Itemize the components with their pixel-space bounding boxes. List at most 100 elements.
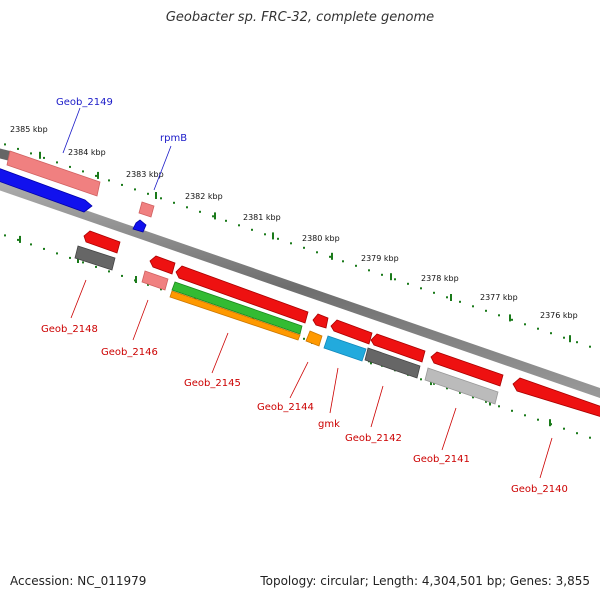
scale-tick-major-lower (135, 276, 137, 283)
gene-geob-2149[interactable] (6, 150, 101, 197)
forward-strand-genes (0, 146, 155, 233)
label-geob-2146[interactable]: Geob_2146 (101, 347, 158, 358)
upper-scale-dot (381, 273, 383, 276)
upper-scale-dot (420, 287, 422, 290)
label-geob-2142[interactable]: Geob_2142 (345, 433, 402, 444)
upper-scale-dot (576, 341, 578, 344)
length-value: 4,304,501 bp (421, 574, 502, 588)
gene-geob-2142[interactable] (364, 347, 421, 379)
scale-tick-major-lower (77, 256, 79, 263)
scale-tick-major (214, 212, 216, 220)
scale-tick-major (331, 252, 333, 260)
leader-geob-2141 (441, 407, 457, 451)
scale-tick-label: 2385 kbp (10, 125, 48, 134)
label-rpmb[interactable]: rpmB (160, 133, 187, 144)
lower-scale-dot (511, 409, 513, 412)
genome-stats: Topology: circular; Length: 4,304,501 bp… (260, 574, 590, 588)
upper-scale-dot (173, 201, 175, 204)
scale-tick-label: 2380 kbp (302, 234, 340, 243)
upper-scale-dot (238, 224, 240, 227)
leader-geob-2148 (70, 279, 87, 319)
gene-geob-2145-red[interactable] (175, 265, 309, 324)
upper-scale-dot (134, 188, 136, 191)
label-geob-2149[interactable]: Geob_2149 (56, 97, 113, 108)
lower-scale-dot (4, 234, 6, 237)
scale-tick-label: 2378 kbp (421, 274, 459, 283)
scale-layer: 2385 kbp 2384 kbp 2383 kbp 2382 kbp 2381 kbp… (4, 125, 591, 439)
gene-forward-top-left-gray[interactable] (0, 146, 10, 161)
upper-scale-dot (186, 206, 188, 209)
upper-scale-dot (472, 305, 474, 308)
gene-geob-2141[interactable] (424, 367, 499, 405)
upper-scale-dot (563, 336, 565, 339)
gene-red-437[interactable] (430, 351, 504, 387)
label-geob-2141[interactable]: Geob_2141 (413, 454, 470, 465)
leader-rpmb (153, 145, 172, 191)
lower-scale-dot (160, 288, 162, 291)
gene-geob-2145-orange[interactable] (169, 290, 301, 341)
lower-scale-dot (56, 252, 58, 255)
gene-geob-2148[interactable] (74, 245, 116, 271)
gene-red-377[interactable] (370, 333, 426, 363)
lower-scale-dot (472, 396, 474, 399)
upper-scale-dot (550, 332, 552, 335)
genes-value: 3,855 (555, 574, 590, 588)
gene-labels: Geob_2149 rpmB Geob_2148 Geob_2146 Geob_… (41, 97, 568, 495)
accession-label: Accession: (10, 574, 74, 588)
scale-tick-major (450, 294, 452, 301)
gene-geob-2145[interactable] (171, 281, 303, 335)
map-title: Geobacter sp. FRC-32, complete genome (165, 10, 435, 25)
gene-geob-2140[interactable] (512, 377, 600, 418)
label-gmk[interactable]: gmk (318, 419, 340, 430)
topology-label: Topology: (260, 574, 317, 588)
upper-scale-dot (160, 197, 162, 200)
length-label: Length: (372, 574, 419, 588)
reverse-strand-genes (74, 230, 600, 418)
genome-backbone (0, 180, 600, 398)
label-geob-2140[interactable]: Geob_2140 (511, 484, 568, 495)
leader-geob-2140 (539, 437, 553, 479)
upper-scale-dot (407, 282, 409, 285)
lower-scale-dot (108, 270, 110, 273)
upper-scale-dot (121, 183, 123, 186)
gene-geob-2144[interactable] (305, 330, 323, 347)
label-geob-2145[interactable]: Geob_2145 (184, 378, 241, 389)
gene-gmk[interactable] (323, 335, 367, 362)
lower-scale-dot (485, 400, 487, 403)
upper-scale-dot (368, 269, 370, 272)
upper-scale-dot (69, 165, 71, 168)
upper-scale-dot (199, 210, 201, 213)
label-geob-2148[interactable]: Geob_2148 (41, 324, 98, 335)
gene-geob-2146-arrow[interactable] (149, 255, 176, 275)
gene-geob-2146[interactable] (141, 270, 169, 291)
scale-tick-major (272, 232, 274, 240)
leader-geob-2145 (211, 332, 229, 374)
genes-label: Genes: (509, 574, 552, 588)
scale-tick-major (97, 171, 99, 179)
upper-scale-dot (290, 242, 292, 245)
label-geob-2144[interactable]: Geob_2144 (257, 402, 314, 413)
gene-forward-blue-long[interactable] (0, 165, 93, 213)
leader-geob-2144 (289, 361, 309, 399)
gene-small-red[interactable] (312, 313, 329, 329)
lower-scale-dot (576, 432, 578, 435)
upper-scale-dot (225, 219, 227, 222)
upper-scale-dot (82, 170, 84, 173)
gene-forward-small-blue[interactable] (132, 219, 147, 233)
gene-red-333[interactable] (330, 319, 373, 345)
gene-rpmb[interactable] (138, 201, 155, 218)
upper-scale-dot (316, 251, 318, 254)
upper-scale-dot (329, 255, 331, 258)
upper-scale-dot (108, 179, 110, 182)
gene-geob-2148-arrow[interactable] (83, 230, 121, 254)
lower-scale-dot (303, 337, 305, 340)
lower-scale-dot (459, 391, 461, 394)
lower-scale-dot (30, 243, 32, 246)
upper-scale-dot (17, 147, 19, 150)
lower-scale-dot (433, 382, 435, 385)
leader-gmk (329, 367, 339, 414)
upper-scale-dot (589, 345, 591, 348)
upper-scale-dot (277, 237, 279, 240)
upper-scale-dot (43, 156, 45, 159)
lower-scale-dot (82, 261, 84, 264)
